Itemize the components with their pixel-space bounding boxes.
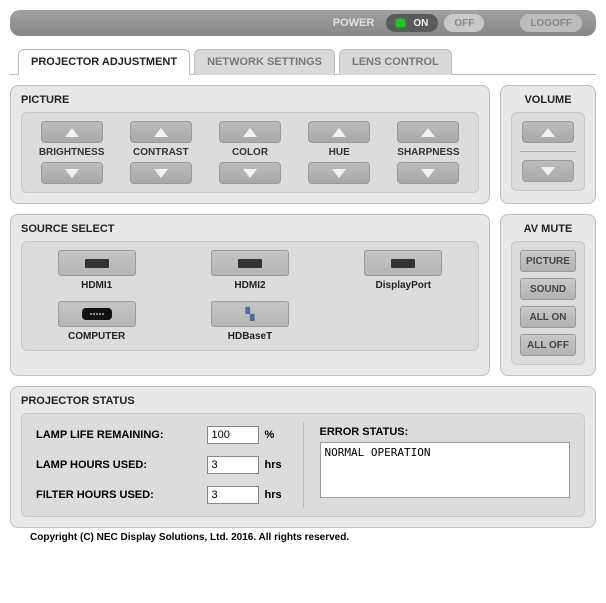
lamp-life-label: LAMP LIFE REMAINING: [36, 429, 207, 441]
color-up-button[interactable] [219, 121, 281, 143]
tab-lens-control[interactable]: LENS CONTROL [339, 49, 452, 75]
projector-status-title: PROJECTOR STATUS [21, 395, 585, 407]
chevron-up-icon [541, 128, 555, 137]
filter-hours-unit: hrs [265, 489, 287, 501]
vga-icon [82, 308, 112, 320]
color-down-button[interactable] [219, 162, 281, 184]
volume-title: VOLUME [511, 94, 585, 106]
av-mute-title: AV MUTE [511, 223, 585, 235]
error-status-box[interactable]: NORMAL OPERATION [320, 442, 571, 498]
lamp-life-unit: % [265, 429, 287, 441]
av-mute-panel: AV MUTE PICTURE SOUND ALL ON ALL OFF [500, 214, 596, 376]
source-hdmi1-button[interactable] [58, 250, 136, 276]
avmute-all-on-button[interactable]: ALL ON [520, 306, 576, 328]
contrast-down-button[interactable] [130, 162, 192, 184]
color-label: COLOR [232, 147, 268, 158]
source-hdbaset-button[interactable]: ▝▖ [211, 301, 289, 327]
picture-panel: PICTURE BRIGHTNESS CONTRAST COLOR HUE SHARPN… [10, 85, 490, 204]
volume-panel: VOLUME [500, 85, 596, 204]
avmute-picture-button[interactable]: PICTURE [520, 250, 576, 272]
sharpness-up-button[interactable] [397, 121, 459, 143]
projector-status-panel: PROJECTOR STATUS LAMP LIFE REMAINING: % … [10, 386, 596, 528]
brightness-up-button[interactable] [41, 121, 103, 143]
contrast-up-button[interactable] [130, 121, 192, 143]
lamp-hours-input[interactable] [207, 456, 259, 474]
power-off-button[interactable]: OFF [444, 14, 484, 32]
volume-up-button[interactable] [522, 121, 574, 143]
lamp-hours-unit: hrs [265, 459, 287, 471]
source-hdbaset-label: HDBaseT [228, 331, 272, 342]
hdmi-icon [85, 259, 109, 268]
picture-title: PICTURE [21, 94, 479, 106]
source-displayport-button[interactable] [364, 250, 442, 276]
contrast-label: CONTRAST [133, 147, 189, 158]
source-computer-label: COMPUTER [68, 331, 125, 342]
hdbaset-icon: ▝▖ [241, 307, 259, 321]
volume-down-button[interactable] [522, 160, 574, 182]
tabs: PROJECTOR ADJUSTMENT NETWORK SETTINGS LE… [10, 48, 596, 75]
topbar: POWER ON OFF LOGOFF [10, 10, 596, 36]
chevron-down-icon [154, 169, 168, 178]
source-select-panel: SOURCE SELECT HDMI1 HDMI2 DisplayPort COMPU… [10, 214, 490, 376]
avmute-all-off-button[interactable]: ALL OFF [520, 334, 576, 356]
chevron-down-icon [243, 169, 257, 178]
chevron-down-icon [332, 169, 346, 178]
brightness-label: BRIGHTNESS [39, 147, 105, 158]
hue-up-button[interactable] [308, 121, 370, 143]
chevron-up-icon [243, 128, 257, 137]
source-select-title: SOURCE SELECT [21, 223, 479, 235]
power-led-icon [396, 19, 405, 27]
chevron-down-icon [421, 169, 435, 178]
source-hdmi2-label: HDMI2 [234, 280, 265, 291]
power-on-button[interactable]: ON [386, 14, 438, 32]
hdmi-icon [391, 259, 415, 268]
error-status-title: ERROR STATUS: [320, 426, 571, 438]
power-label: POWER [333, 17, 375, 29]
avmute-sound-button[interactable]: SOUND [520, 278, 576, 300]
tab-network-settings[interactable]: NETWORK SETTINGS [194, 49, 335, 75]
chevron-down-icon [65, 169, 79, 178]
sharpness-down-button[interactable] [397, 162, 459, 184]
filter-hours-input[interactable] [207, 486, 259, 504]
source-hdmi1-label: HDMI1 [81, 280, 112, 291]
sharpness-label: SHARPNESS [397, 147, 459, 158]
source-hdmi2-button[interactable] [211, 250, 289, 276]
lamp-hours-label: LAMP HOURS USED: [36, 459, 207, 471]
filter-hours-label: FILTER HOURS USED: [36, 489, 207, 501]
lamp-life-input[interactable] [207, 426, 259, 444]
chevron-up-icon [154, 128, 168, 137]
hue-label: HUE [329, 147, 350, 158]
copyright: Copyright (C) NEC Display Solutions, Ltd… [10, 528, 596, 543]
source-computer-button[interactable] [58, 301, 136, 327]
chevron-up-icon [421, 128, 435, 137]
brightness-down-button[interactable] [41, 162, 103, 184]
tab-projector-adjustment[interactable]: PROJECTOR ADJUSTMENT [18, 49, 190, 75]
source-displayport-label: DisplayPort [376, 280, 432, 291]
chevron-up-icon [332, 128, 346, 137]
hdmi-icon [238, 259, 262, 268]
chevron-down-icon [541, 167, 555, 176]
hue-down-button[interactable] [308, 162, 370, 184]
chevron-up-icon [65, 128, 79, 137]
logoff-button[interactable]: LOGOFF [520, 14, 582, 32]
